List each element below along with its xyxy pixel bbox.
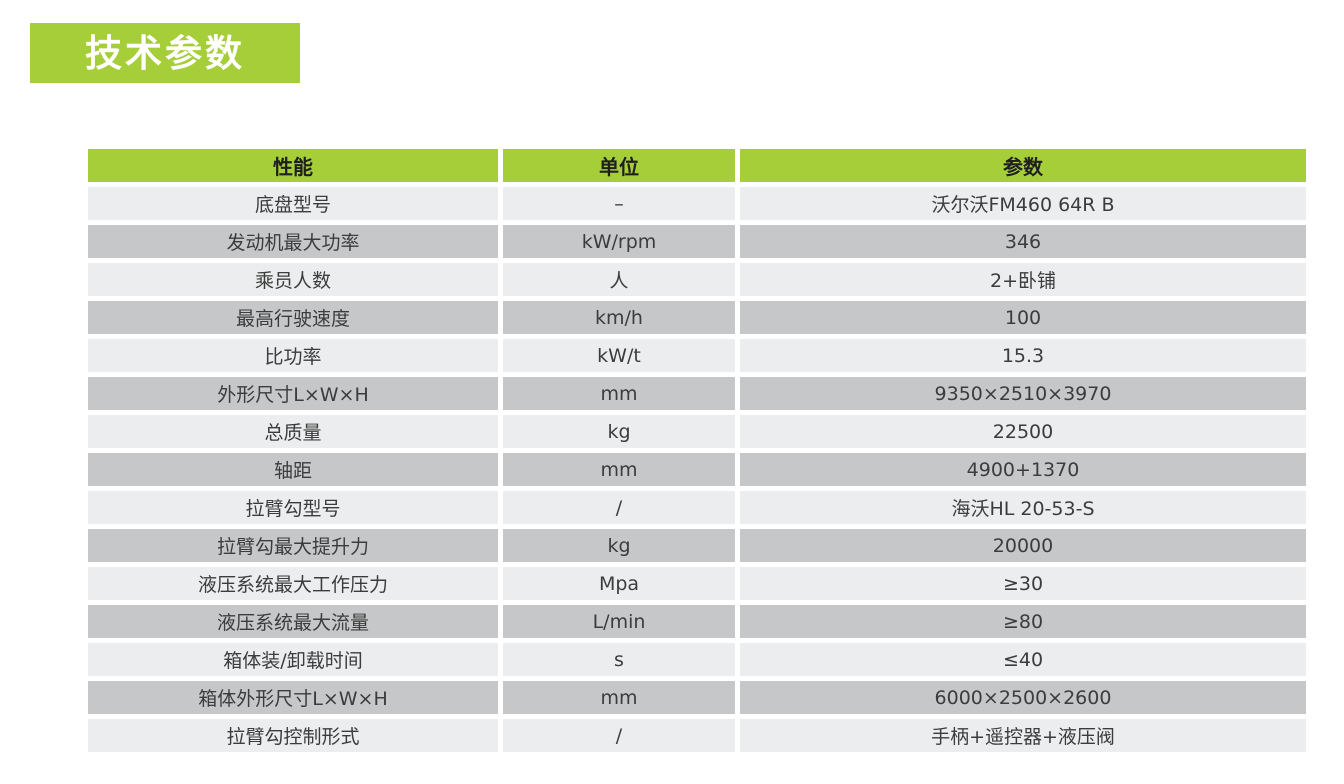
spec-unit-cell: /: [503, 491, 735, 524]
column-header-performance: 性能: [88, 149, 498, 182]
spec-unit-cell: /: [503, 719, 735, 752]
spec-name-cell: 总质量: [88, 415, 498, 448]
spec-unit-cell: s: [503, 643, 735, 676]
table-row: 最高行驶速度 km/h 100: [88, 301, 1306, 334]
section-title-label: 技术参数: [85, 31, 245, 75]
spec-table: 性能 单位 参数 底盘型号 – 沃尔沃FM460 64R B 发动机最大功率 kW/rp…: [83, 144, 1311, 757]
spec-unit-cell: 人: [503, 263, 735, 296]
spec-value-cell: 100: [740, 301, 1306, 334]
spec-value-cell: ≥30: [740, 567, 1306, 600]
spec-value-cell: 海沃HL 20-53-S: [740, 491, 1306, 524]
spec-value-cell: ≤40: [740, 643, 1306, 676]
spec-unit-cell: L/min: [503, 605, 735, 638]
spec-unit-cell: mm: [503, 377, 735, 410]
spec-value-cell: 22500: [740, 415, 1306, 448]
spec-name-cell: 最高行驶速度: [88, 301, 498, 334]
table-row: 液压系统最大工作压力 Mpa ≥30: [88, 567, 1306, 600]
spec-name-cell: 液压系统最大流量: [88, 605, 498, 638]
table-row: 箱体外形尺寸L×W×H mm 6000×2500×2600: [88, 681, 1306, 714]
spec-name-cell: 拉臂勾型号: [88, 491, 498, 524]
spec-value-cell: 15.3: [740, 339, 1306, 372]
spec-value-cell: 20000: [740, 529, 1306, 562]
spec-value-cell: ≥80: [740, 605, 1306, 638]
spec-unit-cell: –: [503, 187, 735, 220]
table-row: 发动机最大功率 kW/rpm 346: [88, 225, 1306, 258]
spec-unit-cell: kg: [503, 529, 735, 562]
spec-value-cell: 手柄+遥控器+液压阀: [740, 719, 1306, 752]
table-row: 外形尺寸L×W×H mm 9350×2510×3970: [88, 377, 1306, 410]
column-header-parameter: 参数: [740, 149, 1306, 182]
spec-name-cell: 拉臂勾最大提升力: [88, 529, 498, 562]
spec-name-cell: 底盘型号: [88, 187, 498, 220]
spec-name-cell: 箱体外形尺寸L×W×H: [88, 681, 498, 714]
spec-unit-cell: mm: [503, 453, 735, 486]
table-row: 底盘型号 – 沃尔沃FM460 64R B: [88, 187, 1306, 220]
spec-name-cell: 液压系统最大工作压力: [88, 567, 498, 600]
spec-value-cell: 6000×2500×2600: [740, 681, 1306, 714]
spec-unit-cell: km/h: [503, 301, 735, 334]
spec-name-cell: 轴距: [88, 453, 498, 486]
spec-value-cell: 4900+1370: [740, 453, 1306, 486]
table-header-row: 性能 单位 参数: [88, 149, 1306, 182]
spec-name-cell: 乘员人数: [88, 263, 498, 296]
table-row: 拉臂勾控制形式 / 手柄+遥控器+液压阀: [88, 719, 1306, 752]
spec-unit-cell: Mpa: [503, 567, 735, 600]
spec-value-cell: 346: [740, 225, 1306, 258]
spec-unit-cell: mm: [503, 681, 735, 714]
spec-unit-cell: kW/t: [503, 339, 735, 372]
table-row: 拉臂勾型号 / 海沃HL 20-53-S: [88, 491, 1306, 524]
spec-name-cell: 发动机最大功率: [88, 225, 498, 258]
spec-table-body: 底盘型号 – 沃尔沃FM460 64R B 发动机最大功率 kW/rpm 346 乘员人数人…: [88, 187, 1306, 752]
spec-unit-cell: kW/rpm: [503, 225, 735, 258]
spec-name-cell: 拉臂勾控制形式: [88, 719, 498, 752]
table-row: 箱体装/卸载时间 s ≤40: [88, 643, 1306, 676]
table-row: 总质量 kg 22500: [88, 415, 1306, 448]
table-row: 轴距 mm 4900+1370: [88, 453, 1306, 486]
spec-name-cell: 外形尺寸L×W×H: [88, 377, 498, 410]
column-header-unit: 单位: [503, 149, 735, 182]
section-title-badge: 技术参数: [30, 23, 300, 83]
spec-name-cell: 箱体装/卸载时间: [88, 643, 498, 676]
table-row: 拉臂勾最大提升力 kg 20000: [88, 529, 1306, 562]
spec-value-cell: 9350×2510×3970: [740, 377, 1306, 410]
table-row: 比功率 kW/t 15.3: [88, 339, 1306, 372]
table-row: 乘员人数人 2+卧铺: [88, 263, 1306, 296]
table-row: 液压系统最大流量 L/min ≥80: [88, 605, 1306, 638]
spec-unit-cell: kg: [503, 415, 735, 448]
spec-value-cell: 2+卧铺: [740, 263, 1306, 296]
spec-value-cell: 沃尔沃FM460 64R B: [740, 187, 1306, 220]
spec-name-cell: 比功率: [88, 339, 498, 372]
